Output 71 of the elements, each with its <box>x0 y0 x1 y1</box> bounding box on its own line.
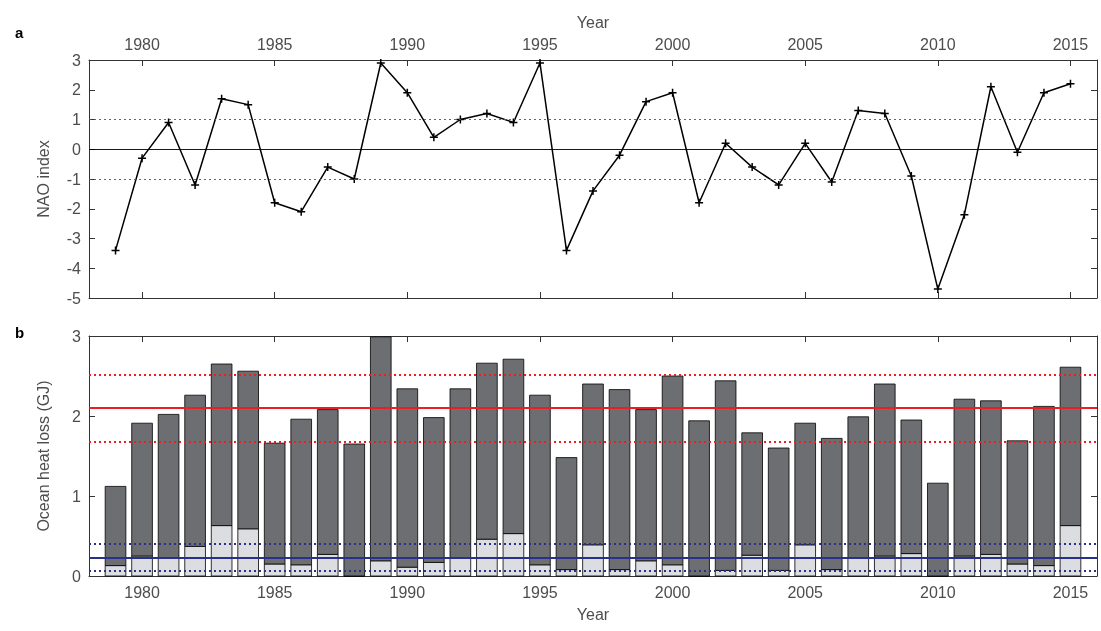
x-tick-label: 2010 <box>920 35 956 53</box>
y-tick-label: -5 <box>66 289 82 307</box>
point <box>243 99 253 110</box>
x-tick-label: 1985 <box>256 583 293 601</box>
y-tick-label: 2 <box>72 81 82 99</box>
y-tick-label: 2 <box>72 407 82 425</box>
point <box>933 284 943 294</box>
y-tick-label: 0 <box>72 567 82 585</box>
point <box>800 138 810 149</box>
x-tick-label: 1990 <box>389 35 426 53</box>
point <box>588 186 598 196</box>
y-tick-label: -3 <box>66 230 82 247</box>
point <box>641 96 651 107</box>
x-tick-label: 2005 <box>787 583 824 601</box>
y-axis-title: NAO index <box>34 140 52 218</box>
bar <box>847 416 870 558</box>
point <box>137 153 147 163</box>
y-tick-label: -1 <box>66 170 82 188</box>
y-tick-label: -4 <box>66 259 82 277</box>
bar <box>343 443 366 577</box>
x-axis-title: Year <box>576 605 610 623</box>
point <box>880 108 890 119</box>
x-tick-label: 2015 <box>1052 583 1089 601</box>
y-axis-title: Ocean heat loss (GJ) <box>34 380 52 532</box>
x-axis-title: Year <box>576 13 610 31</box>
point <box>322 162 333 172</box>
y-tick-label: 3 <box>72 327 82 345</box>
point <box>906 171 917 181</box>
x-tick-label: 1980 <box>124 583 160 601</box>
point <box>376 58 386 68</box>
x-tick-label: 1990 <box>389 583 426 601</box>
x-tick-label: 2015 <box>1052 35 1089 53</box>
bar <box>157 558 180 577</box>
bar <box>953 398 976 557</box>
point <box>1039 87 1049 98</box>
bar <box>449 557 472 577</box>
point <box>482 108 492 119</box>
point <box>614 150 625 160</box>
x-tick-label: 2000 <box>654 583 691 601</box>
point <box>190 180 200 190</box>
point <box>986 82 996 92</box>
x-tick-label: 2005 <box>787 35 824 53</box>
y-tick-label: 0 <box>72 140 82 158</box>
y-tick-label: 3 <box>72 51 82 69</box>
bar <box>157 414 180 559</box>
x-tick-label: 2000 <box>654 35 691 53</box>
bar <box>847 557 870 577</box>
point <box>1065 79 1076 89</box>
point <box>826 177 837 187</box>
x-tick-label: 1980 <box>124 35 160 53</box>
chart-title: a <box>15 24 24 41</box>
point <box>535 58 545 68</box>
point <box>269 198 280 208</box>
bar <box>874 383 896 557</box>
y-tick-label: -2 <box>66 200 82 218</box>
point <box>429 132 439 143</box>
y-tick-label: 1 <box>72 111 82 128</box>
point <box>694 198 704 208</box>
point <box>747 162 757 172</box>
bar <box>688 420 710 577</box>
bar <box>131 422 153 557</box>
y-tick-label: 1 <box>72 487 82 505</box>
x-tick-label: 1995 <box>522 35 558 53</box>
point <box>296 206 306 217</box>
x-tick-label: 1985 <box>256 35 293 53</box>
point <box>773 180 784 190</box>
bar <box>927 482 949 577</box>
chart-title: b <box>15 324 25 341</box>
x-tick-label: 1995 <box>522 583 558 601</box>
bar <box>449 388 472 558</box>
x-tick-label: 2010 <box>920 583 956 601</box>
